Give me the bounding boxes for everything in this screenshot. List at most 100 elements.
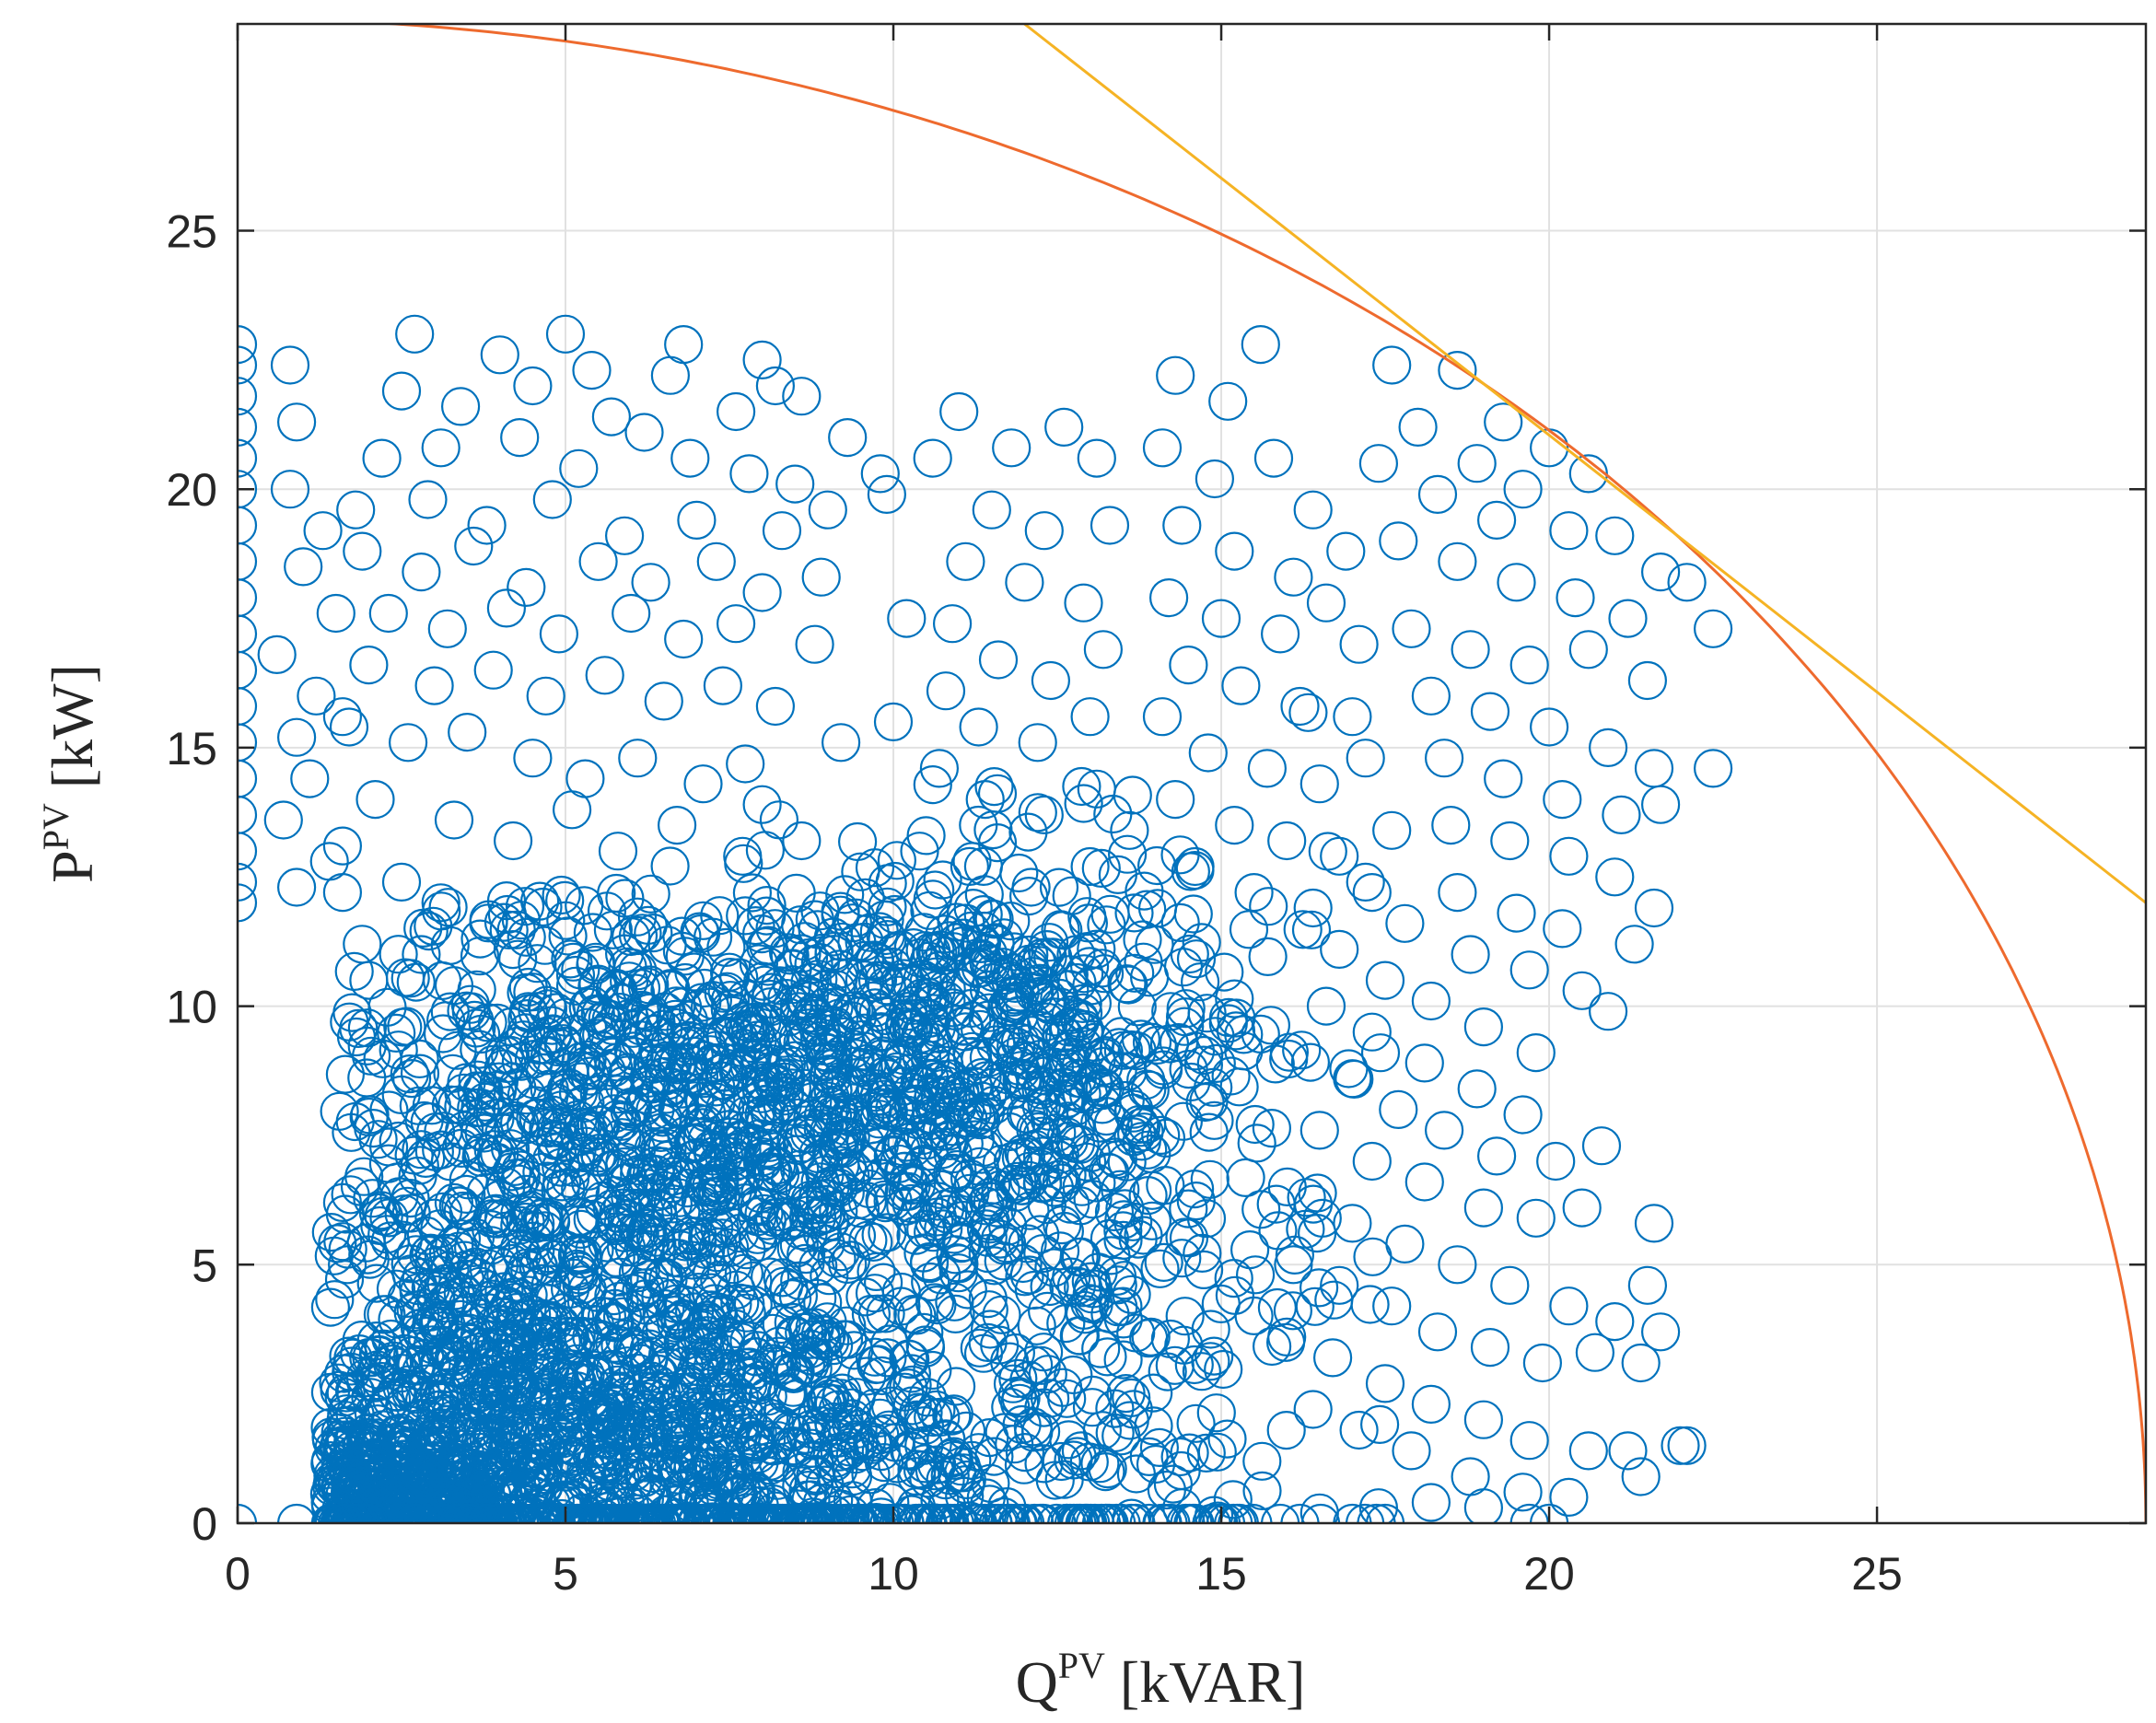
data-point [464,1071,504,1111]
data-point [277,867,317,907]
data-point [910,891,950,930]
data-point [1359,1404,1400,1445]
data-point [592,1189,632,1228]
data-point [670,438,710,478]
data-point [1095,1389,1135,1428]
data-point [1112,1503,1151,1523]
data-point [684,1336,724,1376]
data-point [421,428,460,468]
data-point [1085,1035,1125,1076]
data-point [434,966,474,1006]
data-point [1568,630,1608,669]
data-point [737,1337,776,1377]
data-point [909,962,949,1002]
data-point [965,1092,1006,1132]
data-point [334,951,374,992]
data-point [1009,1042,1049,1081]
data-point [736,1100,775,1139]
data-point [810,1376,850,1415]
data-point [1463,1188,1504,1228]
data-point [1142,697,1183,737]
data-point [497,1068,537,1108]
data-point [322,697,362,737]
data-point [1148,1503,1188,1523]
data-point [643,1147,682,1186]
data-point [916,1503,956,1523]
data-point [1128,1175,1168,1216]
data-point [568,987,608,1027]
data-point [414,666,454,705]
data-point [765,1202,806,1242]
data-point [765,1062,805,1102]
data-point [697,1169,737,1208]
data-point [297,676,336,716]
data-point [1497,893,1536,933]
data-point [798,1278,837,1318]
data-point [1027,1291,1067,1332]
data-point [617,897,658,937]
x-axis-label-sup: PV [1058,1645,1105,1686]
data-point [477,1070,518,1111]
data-point [1463,1007,1504,1047]
data-point [1087,905,1126,945]
data-point [873,1136,913,1176]
data-point [991,1503,1031,1523]
data-point [696,1082,736,1122]
data-point [892,1365,932,1405]
data-point [1061,1045,1101,1085]
data-point [866,1182,905,1223]
data-point [766,1044,807,1084]
data-point [1476,1136,1517,1176]
data-point [1052,876,1091,915]
data-point [1183,1233,1222,1274]
data-point [1365,960,1405,1000]
data-point [830,1427,869,1467]
data-point [1549,1286,1589,1326]
data-point [868,1213,907,1252]
data-point [763,1258,802,1298]
data-point [913,764,952,805]
data-point [1275,1235,1315,1275]
data-point [1299,764,1339,804]
data-point [322,826,362,866]
data-point [314,1236,354,1275]
data-point [1051,995,1090,1035]
data-point [1165,1297,1205,1336]
data-point [1522,1343,1563,1383]
data-point [739,944,779,984]
data-point [1252,1326,1292,1367]
data-point [1042,1013,1081,1054]
data-point [1267,1317,1307,1357]
data-point [542,1147,581,1187]
data-point [507,917,546,957]
data-point [896,1216,936,1255]
data-point [817,1239,857,1278]
data-point [1562,1188,1602,1228]
data-point [985,1226,1024,1265]
data-point [919,749,960,788]
data-point [406,1216,446,1256]
data-point [1333,1204,1372,1243]
data-point [1248,937,1288,977]
data-point [383,1007,423,1047]
data-point [539,614,579,654]
data-point [284,547,323,587]
data-point [349,645,389,685]
data-point [676,1503,716,1523]
data-point [1379,521,1418,561]
data-point [473,650,513,690]
data-point [1346,1503,1385,1523]
data-point [650,1022,691,1062]
data-point [831,1156,870,1195]
data-point [460,1316,499,1356]
data-point [782,377,822,416]
data-point [749,1004,788,1043]
data-point [481,1180,520,1219]
y-axis-label-base: P [40,850,105,883]
data-point [492,1350,532,1390]
data-point [238,506,258,545]
data-point [1021,1087,1062,1126]
data-point [855,848,895,888]
data-point [427,609,467,648]
